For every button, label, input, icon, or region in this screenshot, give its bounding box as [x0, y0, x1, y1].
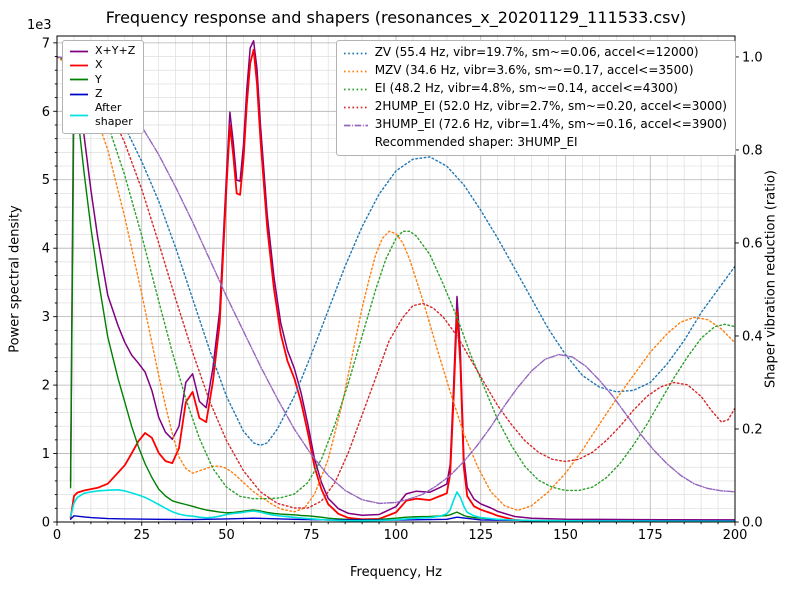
legend-psd: X+Y+Z X Y Z After shaper: [62, 40, 145, 134]
legend-shapers: ZV (55.4 Hz, vibr=19.7%, sm~=0.06, accel…: [335, 40, 736, 156]
y-right-tick-label: 0.6: [742, 236, 763, 251]
legend-entry-mzv: MZV (34.6 Hz, vibr=3.6%, sm~=0.17, accel…: [343, 62, 727, 80]
x-tick-label: 0: [53, 528, 61, 543]
x-tick-label: 100: [384, 528, 409, 543]
y-left-tick-label: 1: [42, 447, 50, 462]
y-left-tick-label: 5: [42, 173, 50, 188]
y-left-tick-label: 3: [42, 310, 50, 325]
x-tick-label: 150: [553, 528, 578, 543]
legend-label: X+Y+Z: [95, 44, 136, 57]
chart-title: Frequency response and shapers (resonanc…: [105, 8, 687, 27]
legend-line-sample: [343, 52, 368, 54]
legend-entry-ei: EI (48.2 Hz, vibr=4.8%, sm~=0.14, accel<…: [343, 80, 727, 98]
legend-entry-x+y+z: X+Y+Z: [69, 44, 135, 58]
y-left-tick-label: 6: [42, 105, 50, 120]
y-right-tick-label: 0.0: [742, 516, 763, 531]
legend-entry-recommended-shaper: Recommended shaper: 3HUMP_EI: [343, 134, 727, 152]
legend-line-sample: [343, 70, 368, 72]
y-axis-label-right: Shaper vibration reduction (ratio): [763, 170, 779, 388]
x-tick-label: 175: [638, 528, 663, 543]
series-line-z: [69, 515, 735, 522]
y-left-tick-label: 0: [42, 516, 50, 531]
x-tick-label: 25: [133, 528, 150, 543]
legend-label: Recommended shaper: 3HUMP_EI: [374, 135, 578, 150]
legend-line-sample: [343, 138, 369, 149]
legend-label: Z: [95, 86, 103, 100]
legend-line-sample: [343, 106, 368, 108]
series-line-ei: [57, 56, 735, 500]
series-line-x: [69, 48, 735, 522]
legend-entry-z: Z: [69, 87, 135, 101]
legend-entry-2hump_ei: 2HUMP_EI (52.0 Hz, vibr=2.7%, sm~=0.20, …: [343, 98, 727, 116]
legend-entry-after-shaper: After shaper: [69, 101, 135, 130]
tick-labels: 0 25 50 75 100 125 150 175 200 0 1 2 3 4 5 6 7 0.0 0.2 0.4 0…: [42, 36, 763, 543]
legend-label: EI (48.2 Hz, vibr=4.8%, sm~=0.14, accel<…: [374, 81, 678, 96]
y-right-tick-label: 0.4: [742, 329, 763, 344]
tick-marks: [53, 42, 739, 526]
x-tick-label: 75: [303, 528, 320, 543]
legend-entry-y: Y: [69, 73, 135, 87]
series-group: [57, 40, 735, 522]
legend-label: After shaper: [95, 101, 133, 129]
legend-line-sample: [70, 64, 88, 67]
series-line-y: [69, 83, 735, 522]
legend-entry-3hump_ei: 3HUMP_EI (72.6 Hz, vibr=1.4%, sm~=0.16, …: [343, 116, 727, 134]
x-tick-label: 50: [218, 528, 235, 543]
y-right-tick-label: 0.2: [742, 422, 763, 437]
legend-line-sample: [70, 50, 88, 53]
y-axis-label-left: Power spectral density: [7, 205, 23, 353]
legend-line-sample: [70, 93, 88, 95]
legend-line-sample: [70, 78, 88, 81]
y-left-tick-label: 7: [42, 36, 50, 51]
y-left-tick-label: 4: [42, 242, 50, 257]
legend-label: ZV (55.4 Hz, vibr=19.7%, sm~=0.06, accel…: [374, 45, 699, 60]
legend-label: 3HUMP_EI (72.6 Hz, vibr=1.4%, sm~=0.16, …: [374, 117, 727, 132]
legend-label: X: [95, 58, 103, 72]
y-left-tick-label: 2: [42, 379, 50, 394]
legend-entry-x: X: [69, 58, 135, 72]
legend-label: 2HUMP_EI (52.0 Hz, vibr=2.7%, sm~=0.20, …: [374, 99, 727, 114]
series-line-3hump_ei: [57, 56, 735, 505]
legend-line-sample: [70, 114, 88, 117]
legend-line-sample: [343, 88, 368, 90]
y-right-tick-label: 1.0: [742, 50, 763, 65]
legend-label: Y: [95, 72, 102, 86]
x-tick-label: 200: [723, 528, 748, 543]
x-axis-label: Frequency, Hz: [349, 565, 443, 580]
series-line-after-shaper: [69, 489, 735, 522]
series-line-2hump_ei: [57, 56, 735, 509]
series-line-mzv: [57, 56, 735, 513]
y-axis-offset-text: 1e3: [27, 18, 52, 33]
y-right-tick-label: 0.8: [742, 143, 763, 158]
legend-label: MZV (34.6 Hz, vibr=3.6%, sm~=0.17, accel…: [374, 63, 694, 78]
legend-line-sample: [343, 124, 368, 126]
x-tick-label: 125: [468, 528, 493, 543]
legend-entry-zv: ZV (55.4 Hz, vibr=19.7%, sm~=0.06, accel…: [343, 44, 727, 62]
